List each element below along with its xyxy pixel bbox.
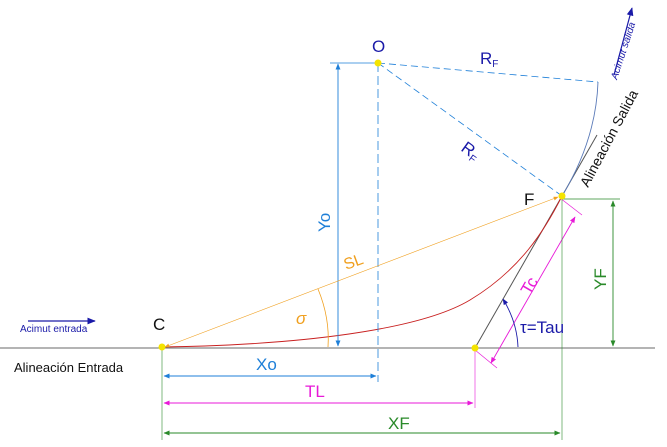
label-acimut-entrada: Acimut entrada bbox=[20, 324, 88, 335]
sigma-angle-arc bbox=[317, 288, 329, 348]
sl-chord-line bbox=[164, 196, 559, 348]
acimut-salida-arrow bbox=[613, 7, 634, 76]
circular-arc bbox=[561, 81, 599, 197]
radius-line-horizontal bbox=[377, 62, 599, 83]
label-alineacion-salida: Alineación Salida bbox=[577, 87, 642, 190]
tc-dimension-line bbox=[490, 216, 576, 364]
exit-alignment-line bbox=[474, 134, 598, 349]
label-tau: τ=Tau bbox=[520, 318, 564, 337]
label-tc: Tc bbox=[517, 273, 542, 298]
label-tl: TL bbox=[305, 382, 325, 401]
label-rf-diagonal: RF bbox=[456, 138, 483, 166]
radius-line-diagonal bbox=[377, 62, 563, 197]
label-sigma: σ bbox=[296, 309, 307, 328]
label-c: C bbox=[153, 315, 165, 334]
label-alineacion-entrada: Alineación Entrada bbox=[14, 360, 124, 375]
tc-extension-line-2 bbox=[559, 197, 583, 216]
point-o bbox=[374, 59, 382, 67]
tau-angle-arc bbox=[502, 298, 519, 348]
label-o: O bbox=[372, 37, 385, 56]
label-xo: Xo bbox=[256, 355, 277, 374]
point-tl bbox=[471, 344, 479, 352]
label-xf: XF bbox=[388, 414, 410, 433]
label-yf: YF bbox=[591, 268, 610, 290]
label-acimut-salida: Acimut salida bbox=[609, 21, 638, 82]
label-rf-top: RF bbox=[480, 49, 498, 70]
label-sl: SL bbox=[342, 251, 366, 274]
tc-extension-line-1 bbox=[474, 349, 498, 369]
point-c bbox=[158, 343, 166, 351]
label-yo: Yo bbox=[315, 213, 334, 232]
point-f bbox=[558, 192, 566, 200]
label-f: F bbox=[524, 190, 534, 209]
